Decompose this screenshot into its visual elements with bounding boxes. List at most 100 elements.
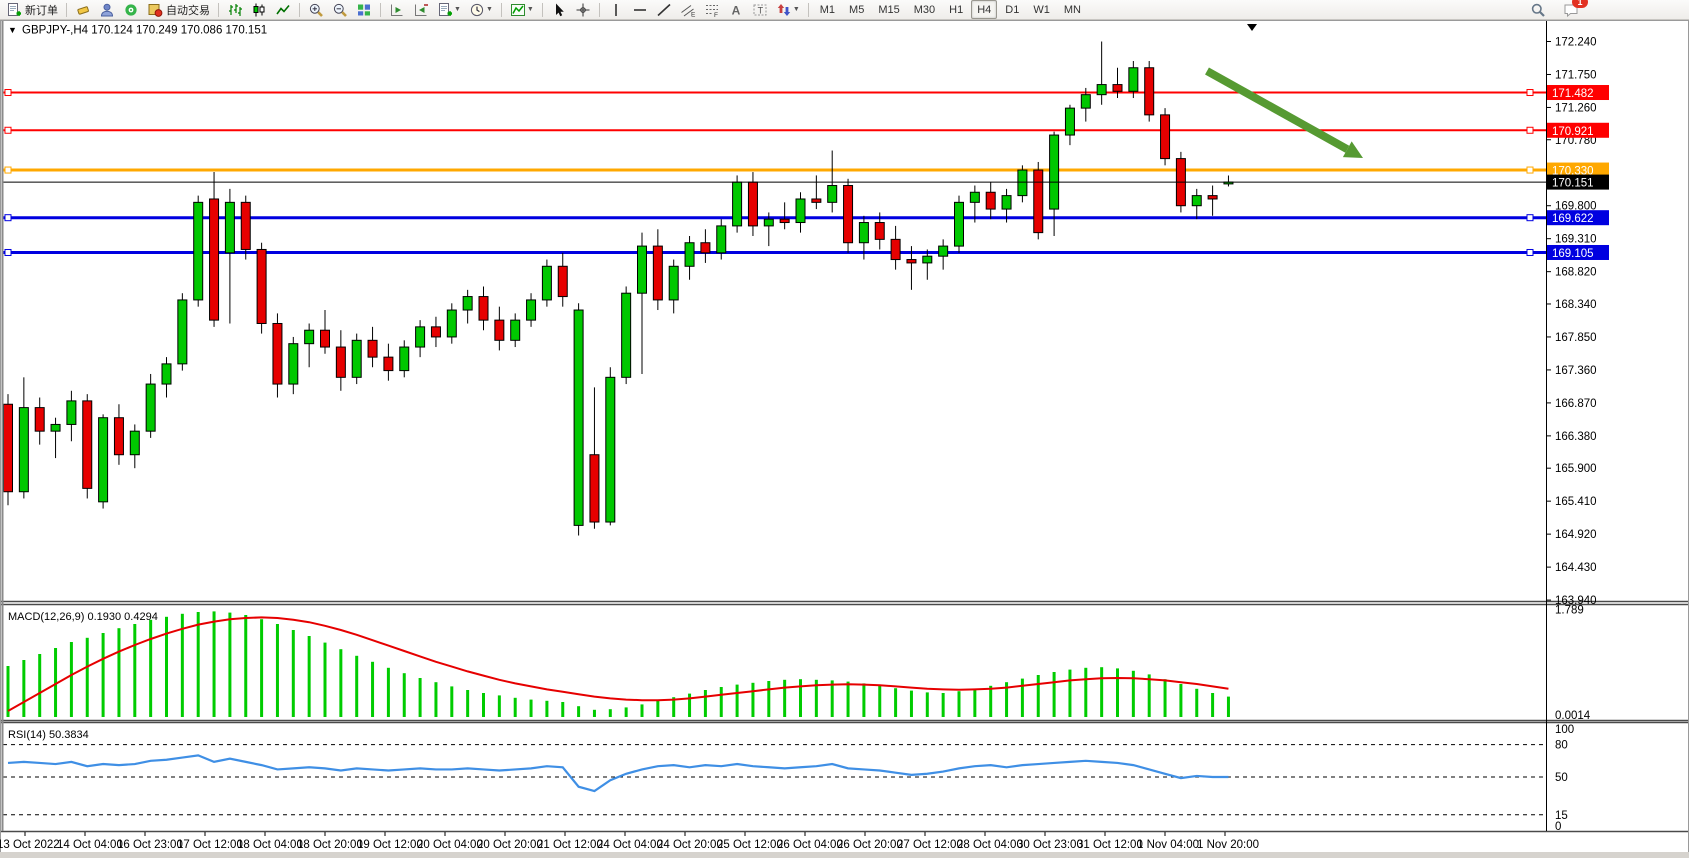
- period-button[interactable]: ▼: [466, 0, 496, 19]
- macd-histogram-bar: [1116, 668, 1119, 717]
- arrange-a-button[interactable]: [386, 0, 408, 19]
- new-chart-button[interactable]: ▼: [434, 0, 464, 19]
- eraser-button[interactable]: [72, 0, 94, 19]
- period-dropdown-arrow[interactable]: ▼: [485, 6, 493, 13]
- chat-button[interactable]: 1: [1560, 0, 1588, 19]
- tile-windows-button[interactable]: [353, 0, 375, 19]
- line-handle[interactable]: [4, 89, 12, 97]
- zoom-out-button[interactable]: [329, 0, 351, 19]
- macd-histogram-bar: [814, 679, 818, 717]
- line-handle[interactable]: [4, 126, 12, 134]
- line-chart-button[interactable]: [272, 0, 294, 19]
- timeframe-m30-button[interactable]: M30: [913, 3, 936, 16]
- timeframe-h4-button[interactable]: H4: [971, 0, 998, 19]
- candle-body: [906, 259, 917, 264]
- macd-histogram-bar: [149, 619, 153, 717]
- collapse-arrow-icon[interactable]: ▼: [8, 25, 17, 35]
- search-button[interactable]: [1527, 0, 1549, 19]
- price-badge-label: 170.151: [1552, 178, 1594, 190]
- timeframe-w1-button[interactable]: W1: [1033, 3, 1050, 16]
- line-handle[interactable]: [4, 248, 12, 256]
- price-axis-label: 166.870: [1555, 398, 1597, 410]
- shapes-button[interactable]: ▼: [773, 0, 803, 19]
- shapes-dropdown-arrow[interactable]: ▼: [792, 6, 800, 13]
- rsi-line: [7, 754, 1229, 793]
- macd-histogram-bar: [307, 636, 311, 717]
- candle-body: [637, 245, 647, 294]
- time-axis-label: 27 Oct 12:00: [897, 839, 963, 851]
- candle-body: [161, 363, 172, 385]
- new-order-button[interactable]: 新订单: [3, 0, 61, 19]
- timeframe-m5-button[interactable]: M5: [849, 3, 865, 16]
- candle-body: [399, 346, 410, 372]
- timeframe-m1-button[interactable]: M1: [819, 3, 836, 16]
- label-button[interactable]: T: [749, 0, 771, 19]
- text-button[interactable]: A: [725, 0, 747, 19]
- new-chart-dropdown-arrow[interactable]: ▼: [454, 6, 461, 13]
- fibonacci-icon: F: [705, 4, 718, 18]
- price-badge-label: 170.921: [1552, 126, 1594, 138]
- arrange-b-button[interactable]: [410, 0, 432, 19]
- fibonacci-button[interactable]: F: [701, 0, 723, 19]
- chart-shift-marker[interactable]: [1247, 24, 1257, 31]
- line-handle[interactable]: [4, 214, 12, 222]
- time-axis-label: 25 Oct 12:00: [717, 839, 783, 851]
- trend-arrow-head[interactable]: [1342, 141, 1363, 158]
- zoom-in-button[interactable]: [305, 0, 327, 19]
- timeframe-d1-button[interactable]: D1: [1005, 3, 1020, 16]
- cursor-button[interactable]: [548, 0, 570, 19]
- crosshair-button[interactable]: [572, 0, 594, 19]
- price-axis[interactable]: 172.240171.750171.260170.780169.800169.3…: [1546, 37, 1609, 834]
- vline-button[interactable]: [605, 0, 627, 19]
- timeframe-h1-button[interactable]: H1: [949, 3, 964, 16]
- macd-histogram-bar: [260, 619, 264, 717]
- price-badge-169.622: [1547, 210, 1609, 226]
- autotrade-button[interactable]: 自动交易: [144, 0, 213, 19]
- candle-body: [668, 265, 679, 301]
- line-handle[interactable]: [1526, 214, 1534, 222]
- candle-chart-button[interactable]: [248, 0, 270, 19]
- autotrade-icon: [148, 3, 163, 17]
- candle-body: [82, 400, 93, 489]
- hline-button[interactable]: [629, 0, 651, 19]
- doc-plus-icon: [439, 2, 452, 16]
- candle-body: [779, 218, 790, 224]
- timeframe-m15-button[interactable]: M15: [878, 3, 900, 16]
- macd-histogram-bar: [1020, 678, 1024, 717]
- channel-button[interactable]: E: [677, 0, 699, 19]
- line-handle[interactable]: [1526, 89, 1534, 97]
- macd-histogram-bar: [386, 667, 390, 717]
- macd-histogram-bar: [101, 633, 105, 717]
- line-handle[interactable]: [4, 166, 12, 174]
- candle-body: [1064, 107, 1075, 136]
- macd-histogram-bar: [1084, 667, 1088, 717]
- candle-body: [3, 403, 13, 493]
- line-handle[interactable]: [1526, 126, 1534, 134]
- rsi-label: RSI(14) 50.3834: [8, 729, 89, 741]
- candle-body: [113, 417, 124, 456]
- news-button[interactable]: [120, 0, 142, 19]
- trend-arrow-shaft[interactable]: [1205, 67, 1350, 153]
- price-axis-label: 168.820: [1555, 267, 1597, 279]
- candle-body: [985, 191, 996, 210]
- profile-button[interactable]: [96, 0, 118, 19]
- line-handle[interactable]: [1526, 166, 1534, 174]
- price-badge-169.105: [1547, 244, 1609, 260]
- trendline-button[interactable]: [653, 0, 675, 19]
- macd-histogram-bar: [1147, 674, 1151, 717]
- svg-text:A: A: [731, 3, 740, 17]
- macd-histogram-bar: [22, 660, 26, 717]
- timeframe-mn-button[interactable]: MN: [1063, 3, 1081, 16]
- macd-histogram-bar: [339, 649, 343, 717]
- indicators-button[interactable]: ▼: [507, 0, 537, 19]
- price-axis-label: 172.240: [1555, 37, 1597, 49]
- price-axis-label: 163.940: [1555, 595, 1597, 607]
- indicators-dropdown-arrow[interactable]: ▼: [526, 6, 534, 13]
- bar-chart-button[interactable]: [224, 0, 246, 19]
- macd-histogram-bar: [54, 648, 58, 717]
- macd-histogram-bar: [1100, 667, 1104, 717]
- rsi-axis-label: 50: [1555, 772, 1568, 784]
- price-axis-label: 166.380: [1555, 431, 1597, 443]
- line-handle[interactable]: [1526, 248, 1534, 256]
